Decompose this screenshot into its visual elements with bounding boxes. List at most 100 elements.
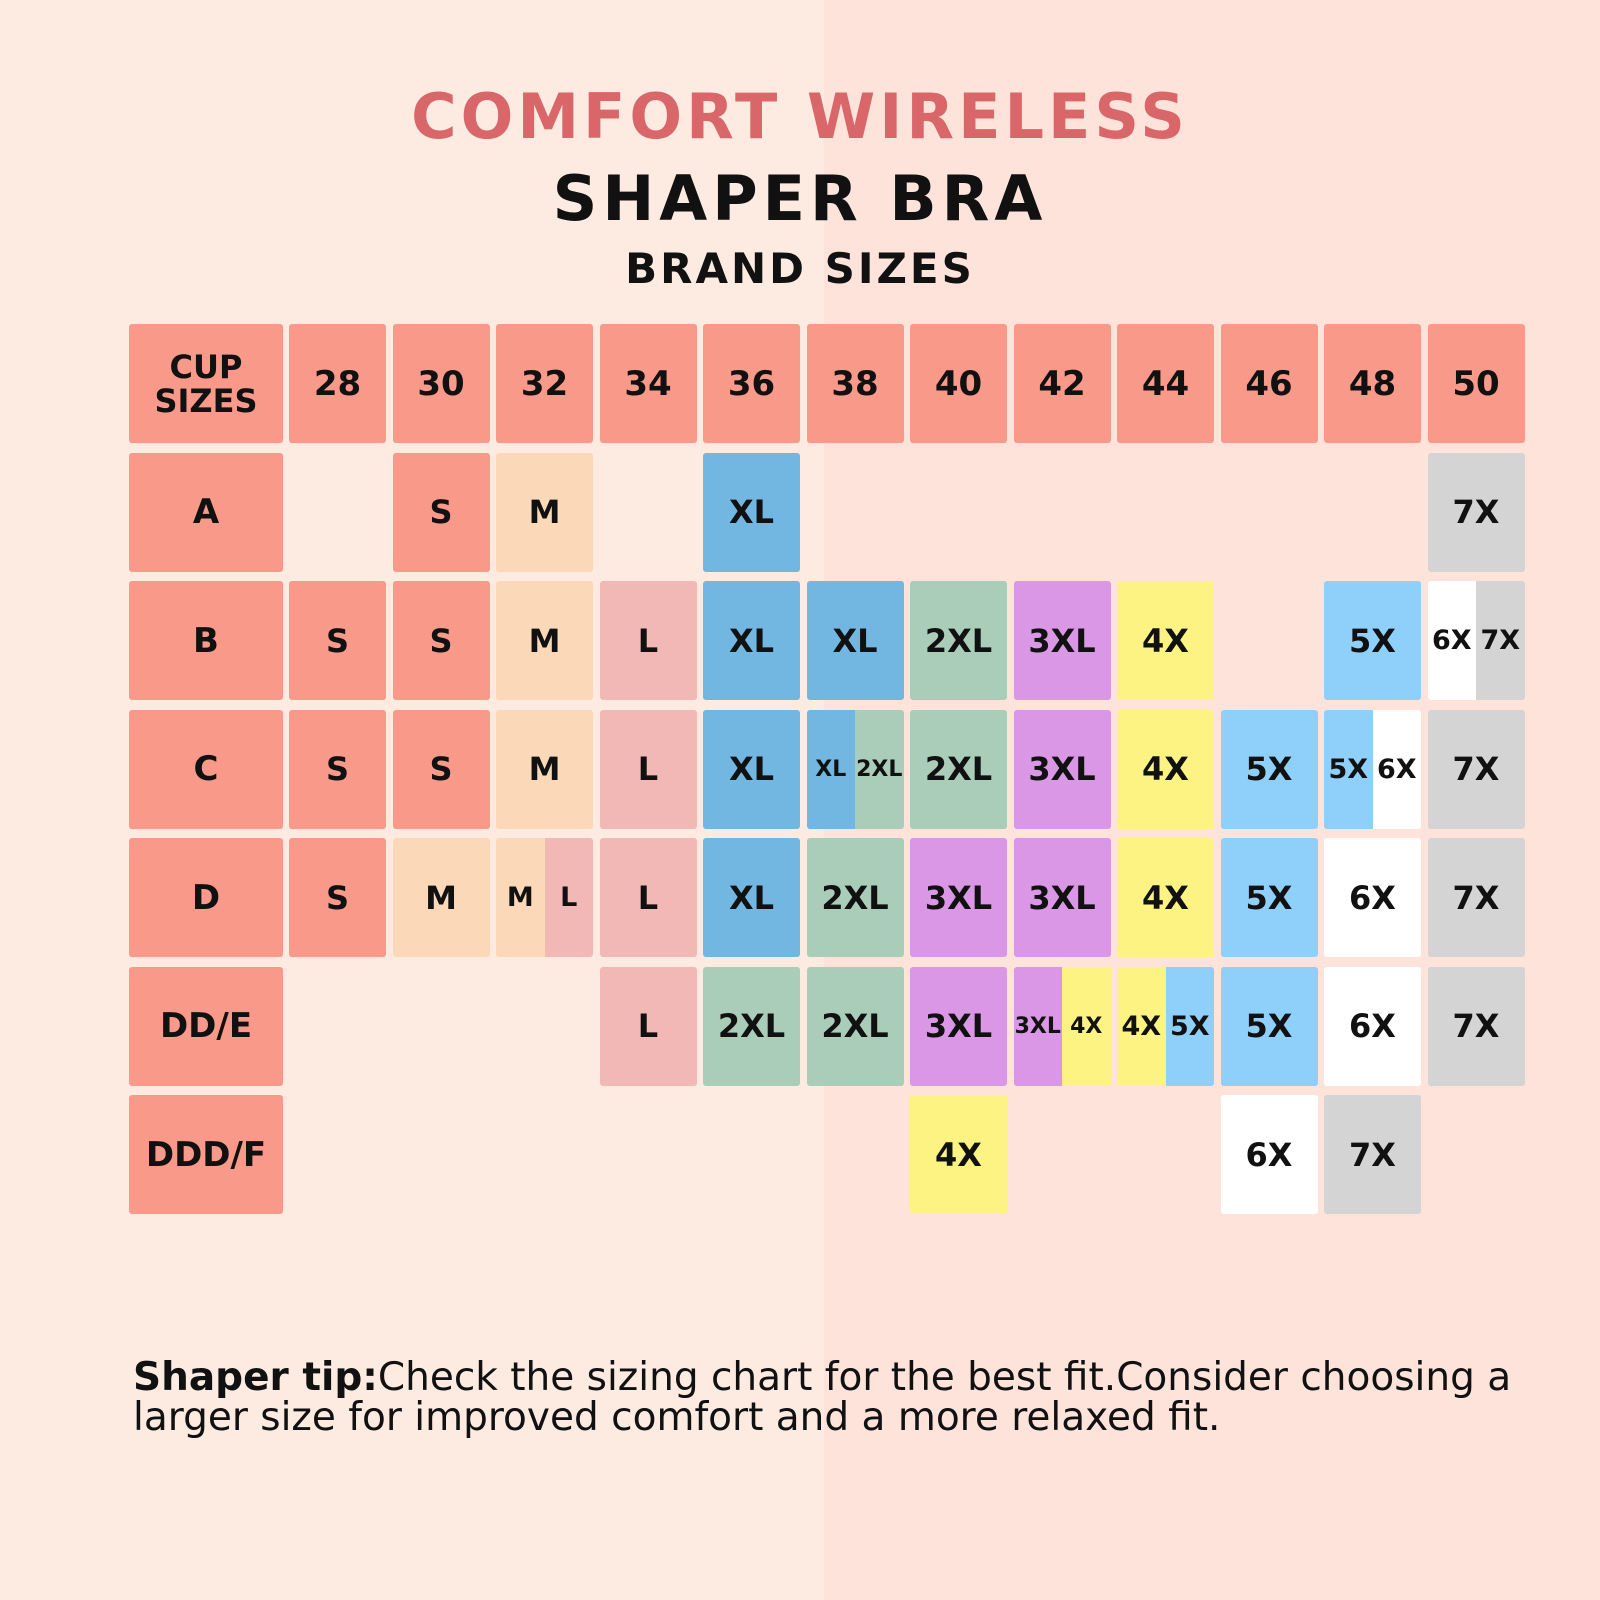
size-label-6x: 6X xyxy=(1220,1095,1318,1214)
size-cell: 4X xyxy=(1117,709,1214,829)
size-cell: M xyxy=(496,581,593,700)
size-cell: XL xyxy=(806,581,904,700)
header-band-label: 38 xyxy=(806,324,904,443)
cup-label-text: DD/E xyxy=(129,966,283,1086)
size-label-s: S xyxy=(289,838,386,957)
size-label-4x: 4X xyxy=(1117,966,1166,1086)
size-cell: S xyxy=(392,709,490,829)
size-cell: 7X xyxy=(1427,838,1525,957)
size-label-l: L xyxy=(599,581,697,700)
header-band-label: 40 xyxy=(910,324,1007,443)
size-cell: 4X xyxy=(1117,838,1214,957)
header-band-label: 42 xyxy=(1013,324,1111,443)
size-label-5x: 5X xyxy=(1324,709,1373,829)
header-band-label: 36 xyxy=(703,324,800,443)
size-cell: 6X xyxy=(1324,838,1421,957)
size-cell: 5X xyxy=(1220,709,1318,829)
shaper-tip: Shaper tip:Check the sizing chart for th… xyxy=(133,1358,1533,1438)
title-comfort-wireless: COMFORT WIRELESS xyxy=(411,80,1189,153)
title-shaper-bra: SHAPER BRA xyxy=(552,162,1048,235)
header-band-label: 50 xyxy=(1427,324,1525,443)
size-cell: XL xyxy=(703,452,800,572)
size-label-3xl: 3XL xyxy=(1013,838,1111,957)
cup-label-text: C xyxy=(129,709,283,829)
size-label-2xl: 2XL xyxy=(806,838,904,957)
size-cell: L xyxy=(599,709,697,829)
size-cell: XL xyxy=(703,838,800,957)
size-label-2xl: 2XL xyxy=(910,709,1007,829)
size-label-5x: 5X xyxy=(1220,709,1318,829)
size-label-7x: 7X xyxy=(1427,838,1525,957)
size-cell: 3XL xyxy=(910,966,1007,1086)
size-cell: 4X xyxy=(910,1095,1007,1214)
cup-label-text: D xyxy=(129,838,283,957)
size-cell: 7X xyxy=(1427,452,1525,572)
size-label-xl: XL xyxy=(703,709,800,829)
size-cell: S xyxy=(392,452,490,572)
size-label-3xl: 3XL xyxy=(910,966,1007,1086)
size-cell: 5X xyxy=(1324,581,1421,700)
size-label-4x: 4X xyxy=(1117,838,1214,957)
header-band-28: 28 xyxy=(289,324,386,443)
size-cell: 3XL xyxy=(1013,838,1111,957)
size-cell: L xyxy=(599,966,697,1086)
size-cell: 7X xyxy=(1427,709,1525,829)
size-cell: M xyxy=(496,709,593,829)
size-label-s: S xyxy=(392,709,490,829)
size-label-l: L xyxy=(599,709,697,829)
size-cell: 6X xyxy=(1220,1095,1318,1214)
size-cell: 2XL xyxy=(910,709,1007,829)
size-label-3xl: 3XL xyxy=(1013,581,1111,700)
size-label-xl: XL xyxy=(703,838,800,957)
size-cell: 2XL xyxy=(806,838,904,957)
cup-label-d: D xyxy=(129,838,283,957)
size-label-3xl: 3XL xyxy=(1013,966,1062,1086)
header-band-label: 46 xyxy=(1220,324,1318,443)
size-cell: XL xyxy=(703,581,800,700)
size-cell: 5X xyxy=(1220,838,1318,957)
cup-label-c: C xyxy=(129,709,283,829)
size-cell: L xyxy=(599,581,697,700)
size-label-6x: 6X xyxy=(1324,966,1421,1086)
size-label-m: M xyxy=(496,452,593,572)
size-label-s: S xyxy=(289,581,386,700)
header-band-46: 46 xyxy=(1220,324,1318,443)
size-label-6x: 6X xyxy=(1324,838,1421,957)
size-cell: 5X 6X xyxy=(1324,709,1421,829)
size-cell: 2XL xyxy=(703,966,800,1086)
size-cell: 7X xyxy=(1427,966,1525,1086)
header-band-42: 42 xyxy=(1013,324,1111,443)
size-label-4x: 4X xyxy=(1117,709,1214,829)
header-cup-sizes-label: CUP SIZES xyxy=(129,324,283,443)
header-band-34: 34 xyxy=(599,324,697,443)
header-band-32: 32 xyxy=(496,324,593,443)
header-band-label: 28 xyxy=(289,324,386,443)
size-label-s: S xyxy=(392,452,490,572)
size-cell: XL 2XL xyxy=(806,709,904,829)
size-label-3xl: 3XL xyxy=(1013,709,1111,829)
size-label-4x: 4X xyxy=(1117,581,1214,700)
size-label-7x: 7X xyxy=(1324,1095,1421,1214)
cup-label-text: DDD/F xyxy=(129,1095,283,1214)
size-label-7x: 7X xyxy=(1427,966,1525,1086)
size-label-2xl: 2XL xyxy=(703,966,800,1086)
size-label-5x: 5X xyxy=(1324,581,1421,700)
size-label-s: S xyxy=(392,581,490,700)
header-band-44: 44 xyxy=(1117,324,1214,443)
size-cell: 5X xyxy=(1220,966,1318,1086)
size-cell: S xyxy=(392,581,490,700)
size-label-xl: XL xyxy=(703,581,800,700)
size-cell: M xyxy=(392,838,490,957)
size-cell: 6X xyxy=(1324,966,1421,1086)
size-label-2xl: 2XL xyxy=(910,581,1007,700)
size-cell: S xyxy=(289,838,386,957)
size-cell: 7X xyxy=(1324,1095,1421,1214)
size-cell: 3XL 4X xyxy=(1013,966,1111,1086)
size-label-l: L xyxy=(544,838,593,957)
cup-label-ddd-f: DDD/F xyxy=(129,1095,283,1214)
size-cell: 2XL xyxy=(910,581,1007,700)
size-cell: XL xyxy=(703,709,800,829)
title-brand-sizes: BRAND SIZES xyxy=(625,244,975,293)
size-label-7x: 7X xyxy=(1427,452,1525,572)
